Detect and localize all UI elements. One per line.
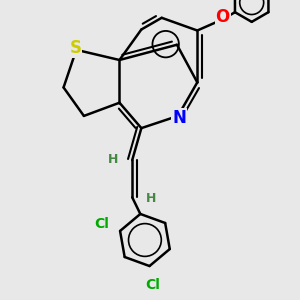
Text: N: N <box>172 109 186 127</box>
Text: O: O <box>216 8 230 26</box>
Text: Cl: Cl <box>146 278 160 292</box>
Text: H: H <box>146 192 157 205</box>
Text: H: H <box>108 153 118 166</box>
Text: S: S <box>69 39 81 57</box>
Text: Cl: Cl <box>94 217 109 231</box>
